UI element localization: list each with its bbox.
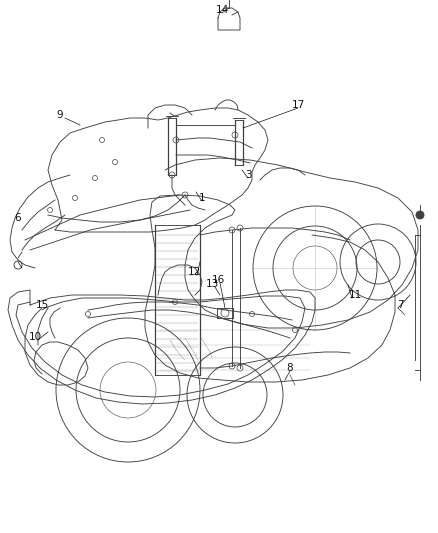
Text: 13: 13: [205, 279, 219, 289]
Circle shape: [416, 211, 424, 219]
Text: 9: 9: [57, 110, 64, 120]
Text: 8: 8: [287, 363, 293, 373]
Text: 11: 11: [348, 290, 362, 300]
Text: 6: 6: [15, 213, 21, 223]
Text: 3: 3: [245, 170, 251, 180]
Text: 14: 14: [215, 5, 229, 15]
Text: 1: 1: [199, 193, 205, 203]
Text: 10: 10: [28, 332, 42, 342]
Text: 16: 16: [212, 275, 225, 285]
Text: 12: 12: [187, 267, 201, 277]
Text: 17: 17: [291, 100, 304, 110]
Text: 7: 7: [397, 300, 403, 310]
Text: 15: 15: [35, 300, 49, 310]
